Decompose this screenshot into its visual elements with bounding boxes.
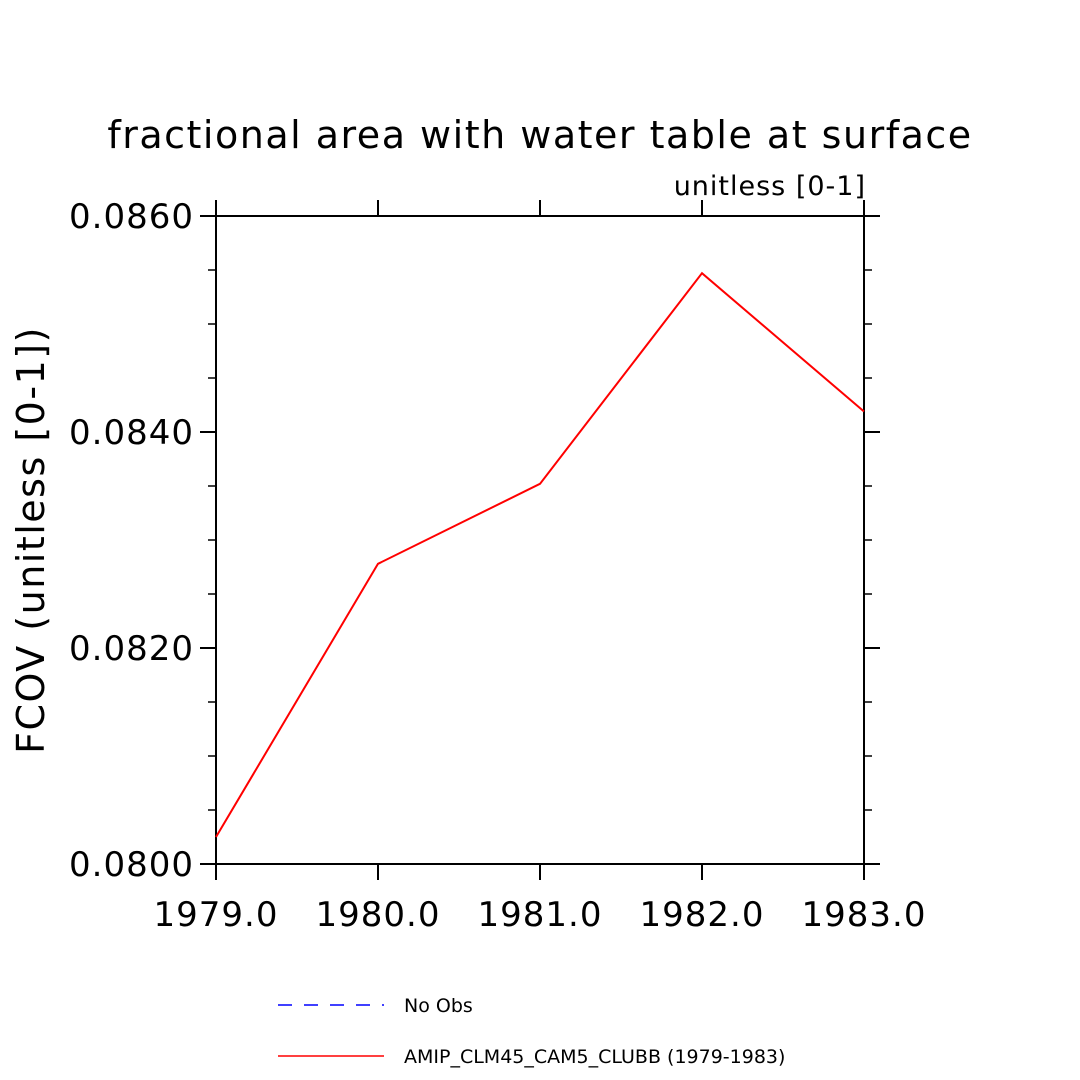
y-tick-label: 0.0840 <box>69 413 194 453</box>
y-tick-label: 0.0820 <box>69 629 194 669</box>
x-tick-label: 1980.0 <box>316 895 441 935</box>
chart-subtitle: unitless [0-1] <box>674 171 866 202</box>
x-tick-label: 1982.0 <box>640 895 765 935</box>
x-tick-label: 1981.0 <box>478 895 603 935</box>
legend: No Obs AMIP_CLM45_CAM5_CLUBB (1979-1983) <box>278 995 785 1068</box>
y-tick-label: 0.0860 <box>69 197 194 237</box>
axis-tick-labels: 0.0800 0.0820 0.0840 0.0860 1979.0 1980.0 1981… <box>69 197 927 935</box>
y-axis-label: FCOV (unitless [0-1]) <box>9 326 53 754</box>
y-tick-label: 0.0800 <box>69 845 194 885</box>
axis-ticks <box>200 200 880 880</box>
series-line <box>215 271 865 838</box>
x-tick-label: 1983.0 <box>802 895 927 935</box>
x-tick-label: 1979.0 <box>154 895 279 935</box>
legend-label: AMIP_CLM45_CAM5_CLUBB (1979-1983) <box>404 1046 785 1068</box>
plot-frame <box>215 215 865 865</box>
legend-label: No Obs <box>404 995 473 1017</box>
chart-title: fractional area with water table at surf… <box>107 113 972 157</box>
series-group <box>215 271 865 838</box>
